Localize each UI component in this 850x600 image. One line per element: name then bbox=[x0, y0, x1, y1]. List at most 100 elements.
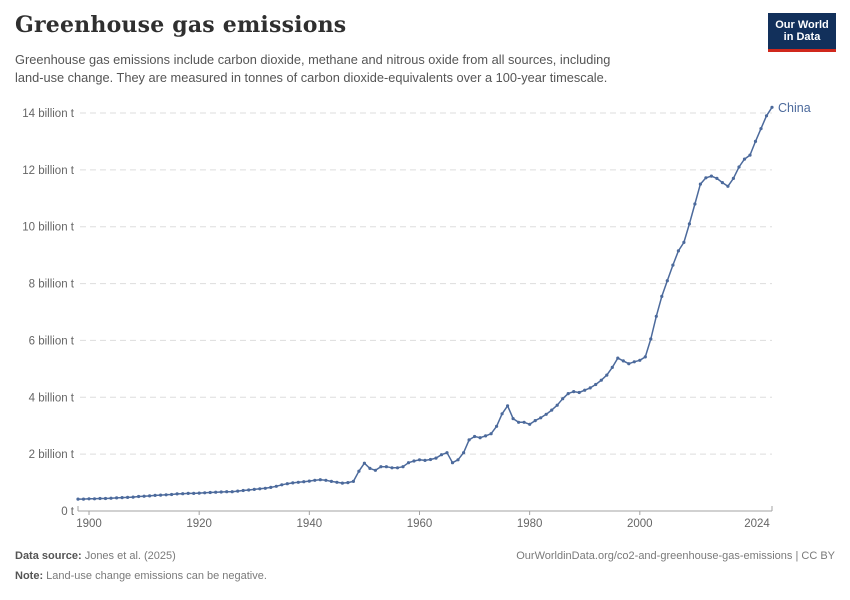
data-point[interactable] bbox=[362, 461, 366, 465]
data-point[interactable] bbox=[594, 382, 598, 387]
data-point[interactable] bbox=[605, 373, 609, 377]
data-point[interactable] bbox=[550, 408, 554, 412]
data-point[interactable] bbox=[395, 466, 400, 470]
data-point[interactable] bbox=[698, 182, 703, 186]
data-point[interactable] bbox=[280, 483, 284, 487]
data-point[interactable] bbox=[439, 453, 444, 457]
data-point[interactable] bbox=[335, 480, 339, 484]
data-point[interactable] bbox=[318, 478, 322, 482]
data-point[interactable] bbox=[164, 493, 168, 497]
data-point[interactable] bbox=[103, 496, 108, 501]
data-point[interactable] bbox=[489, 432, 493, 436]
data-point[interactable] bbox=[236, 489, 240, 493]
data-point[interactable] bbox=[368, 466, 372, 470]
data-point[interactable] bbox=[731, 176, 736, 180]
data-point[interactable] bbox=[285, 482, 289, 486]
data-point[interactable] bbox=[115, 496, 119, 500]
data-point[interactable] bbox=[671, 263, 675, 267]
data-point[interactable] bbox=[263, 486, 267, 490]
data-point[interactable] bbox=[274, 484, 278, 488]
data-point[interactable] bbox=[230, 490, 234, 494]
data-point[interactable] bbox=[495, 424, 499, 428]
data-point[interactable] bbox=[241, 488, 245, 493]
data-point[interactable] bbox=[417, 458, 422, 462]
data-point[interactable] bbox=[528, 422, 532, 426]
data-point[interactable] bbox=[137, 494, 141, 499]
data-point[interactable] bbox=[186, 491, 190, 495]
data-point[interactable] bbox=[131, 495, 135, 499]
data-point[interactable] bbox=[142, 494, 146, 498]
data-point[interactable] bbox=[445, 451, 449, 455]
data-point[interactable] bbox=[307, 479, 311, 483]
owid-logo[interactable]: Our World in Data bbox=[768, 13, 836, 52]
data-point[interactable] bbox=[109, 496, 113, 500]
data-point[interactable] bbox=[467, 438, 471, 442]
data-point[interactable] bbox=[423, 458, 427, 462]
data-point[interactable] bbox=[687, 222, 692, 226]
data-point[interactable] bbox=[247, 488, 251, 492]
data-point[interactable] bbox=[434, 456, 438, 460]
data-point[interactable] bbox=[478, 436, 482, 440]
data-point[interactable] bbox=[302, 480, 306, 484]
data-point[interactable] bbox=[583, 388, 587, 392]
data-point[interactable] bbox=[715, 176, 719, 180]
data-point[interactable] bbox=[709, 174, 714, 178]
data-point[interactable] bbox=[346, 481, 350, 485]
data-point[interactable] bbox=[588, 386, 592, 390]
data-point[interactable] bbox=[214, 490, 218, 494]
data-point[interactable] bbox=[770, 105, 774, 109]
data-point[interactable] bbox=[517, 420, 521, 424]
data-point[interactable] bbox=[98, 496, 102, 501]
data-point[interactable] bbox=[203, 491, 207, 495]
data-point[interactable] bbox=[462, 451, 466, 455]
data-point[interactable] bbox=[406, 461, 411, 465]
data-point[interactable] bbox=[324, 478, 328, 482]
data-point[interactable] bbox=[506, 404, 510, 408]
data-point[interactable] bbox=[401, 465, 405, 469]
data-point[interactable] bbox=[384, 465, 388, 469]
data-point[interactable] bbox=[252, 487, 256, 491]
data-point[interactable] bbox=[638, 358, 642, 362]
data-point[interactable] bbox=[610, 365, 614, 369]
data-point[interactable] bbox=[291, 481, 295, 485]
data-point[interactable] bbox=[450, 461, 455, 465]
data-point[interactable] bbox=[76, 497, 80, 501]
data-point[interactable] bbox=[428, 457, 433, 462]
data-point[interactable] bbox=[269, 485, 273, 489]
data-point[interactable] bbox=[649, 337, 653, 341]
data-point[interactable] bbox=[577, 390, 581, 395]
data-point[interactable] bbox=[192, 491, 196, 495]
data-point[interactable] bbox=[181, 492, 185, 496]
data-point[interactable] bbox=[720, 181, 725, 185]
series-label-china[interactable]: China bbox=[778, 101, 811, 115]
data-point[interactable] bbox=[566, 392, 570, 396]
data-point[interactable] bbox=[126, 495, 130, 499]
data-point[interactable] bbox=[621, 359, 625, 363]
data-point[interactable] bbox=[379, 465, 383, 469]
data-point[interactable] bbox=[175, 492, 179, 496]
data-point[interactable] bbox=[599, 378, 603, 382]
data-point[interactable] bbox=[500, 412, 504, 416]
data-point[interactable] bbox=[225, 490, 229, 494]
data-point[interactable] bbox=[737, 165, 741, 169]
data-point[interactable] bbox=[357, 469, 361, 473]
data-point[interactable] bbox=[682, 240, 686, 244]
data-point[interactable] bbox=[748, 153, 752, 157]
data-point[interactable] bbox=[726, 184, 730, 188]
data-point[interactable] bbox=[660, 294, 664, 298]
data-point[interactable] bbox=[81, 497, 86, 501]
data-point[interactable] bbox=[533, 419, 537, 423]
data-point[interactable] bbox=[456, 458, 460, 462]
data-point[interactable] bbox=[654, 314, 658, 318]
data-point[interactable] bbox=[148, 494, 152, 498]
data-point[interactable] bbox=[87, 497, 91, 501]
data-point[interactable] bbox=[676, 249, 681, 253]
data-point[interactable] bbox=[197, 491, 201, 495]
data-point[interactable] bbox=[92, 497, 97, 501]
data-point[interactable] bbox=[511, 417, 515, 421]
citation-link[interactable]: OurWorldinData.org/co2-and-greenhouse-ga… bbox=[516, 550, 835, 562]
data-point[interactable] bbox=[764, 114, 769, 118]
data-point[interactable] bbox=[208, 490, 212, 495]
data-point[interactable] bbox=[153, 493, 157, 497]
data-point[interactable] bbox=[704, 176, 708, 180]
